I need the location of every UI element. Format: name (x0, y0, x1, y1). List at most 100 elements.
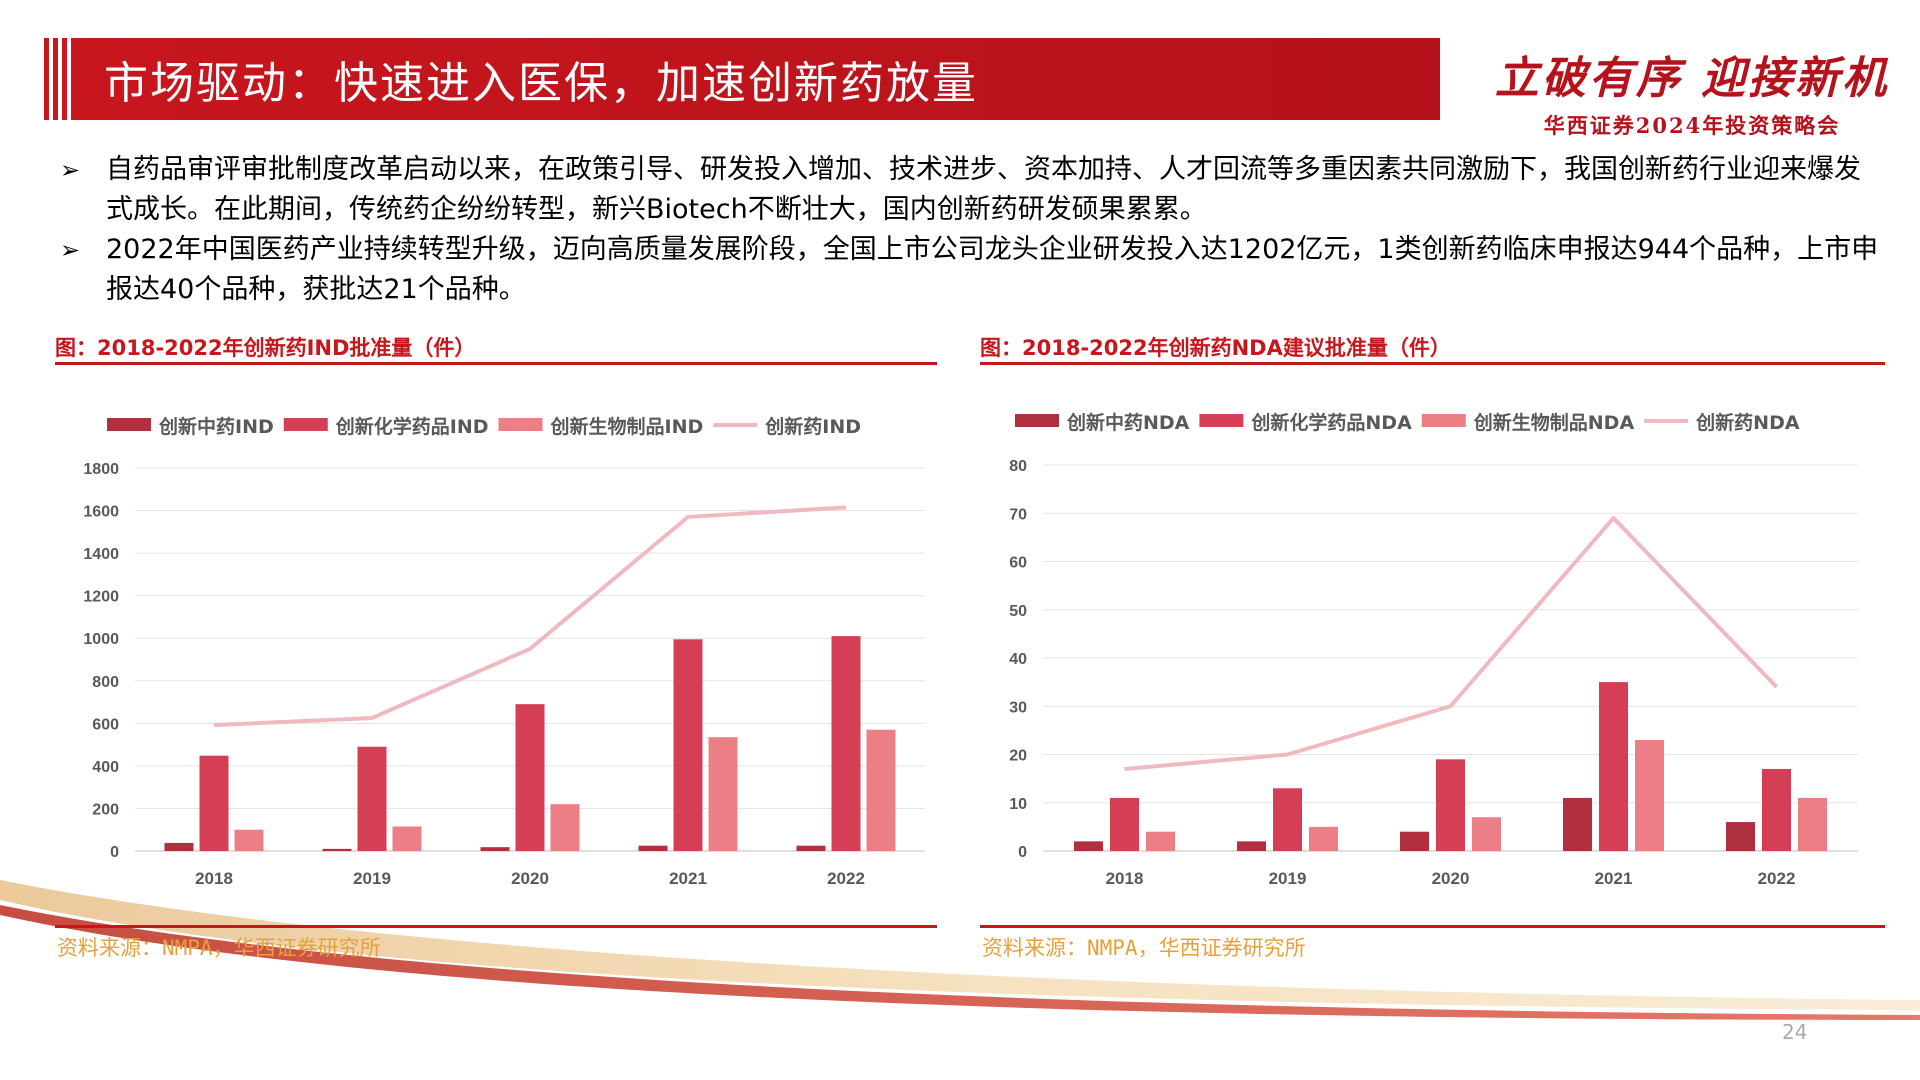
bar-创新中药IND-2022 (796, 845, 826, 851)
y-tick-label: 800 (92, 674, 119, 691)
bullet-marker: ➢ (60, 156, 81, 184)
bullet-text: 自药品审评审批制度改革启动以来，在政策引导、研发投入增加、技术进步、资本加持、人… (106, 154, 1861, 225)
title-stripes (44, 38, 74, 120)
x-tick-label: 2021 (1595, 869, 1633, 888)
legend-label: 创新药NDA (1695, 411, 1800, 434)
bar-创新中药IND-2019 (322, 848, 352, 851)
legend-label: 创新化学药品IND (335, 415, 489, 438)
line-创新药NDA (1124, 516, 1778, 771)
title-band: 市场驱动：快速进入医保，加速创新药放量 (74, 38, 1440, 120)
bar-创新中药IND-2020 (480, 847, 510, 851)
bar-创新生物制品IND-2020 (550, 804, 580, 851)
y-tick-label: 1800 (83, 461, 119, 478)
chart-ind-source: 资料来源：NMPA，华西证券研究所 (57, 936, 381, 960)
legend-label: 创新生物制品NDA (1473, 411, 1635, 434)
y-tick-label: 40 (1009, 651, 1027, 668)
bar-创新化学药品IND-2020 (515, 704, 545, 851)
y-tick-label: 60 (1009, 555, 1027, 572)
bar-创新化学药品IND-2021 (673, 639, 703, 851)
y-tick-label: 1400 (83, 546, 119, 563)
bar-创新化学药品NDA-2022 (1762, 768, 1791, 851)
brand-subtitle: 华西证券2024年投资策略会 (1543, 113, 1841, 138)
x-tick-label: 2019 (1269, 869, 1307, 888)
bar-创新中药IND-2018 (164, 842, 194, 851)
y-tick-label: 600 (92, 716, 119, 733)
legend-label: 创新中药NDA (1066, 411, 1190, 434)
bar-创新中药NDA-2022 (1726, 822, 1755, 851)
bar-创新化学药品NDA-2020 (1436, 759, 1465, 851)
x-tick-label: 2022 (1758, 869, 1796, 888)
bar-创新中药IND-2021 (638, 845, 668, 851)
y-tick-label: 70 (1009, 506, 1027, 523)
bar-创新生物制品IND-2019 (392, 826, 422, 851)
bullet-marker: ➢ (60, 236, 81, 264)
bar-创新生物制品NDA-2021 (1635, 740, 1664, 851)
legend-label: 创新生物制品IND (550, 415, 704, 438)
bar-创新化学药品IND-2022 (831, 636, 861, 851)
legend-label: 创新中药IND (158, 415, 274, 438)
bullet-item: ➢ 自药品审评审批制度改革启动以来，在政策引导、研发投入增加、技术进步、资本加持… (60, 150, 1880, 230)
decorative-swoosh (0, 880, 1920, 1080)
bar-创新生物制品IND-2022 (866, 729, 896, 851)
chart-ind-source-rule (55, 925, 937, 928)
bar-创新生物制品NDA-2022 (1798, 797, 1827, 851)
bar-创新生物制品NDA-2020 (1472, 817, 1501, 851)
bar-创新化学药品IND-2019 (357, 746, 387, 851)
legend-swatch (107, 418, 151, 431)
page-number: 24 (1782, 1020, 1808, 1044)
bar-创新生物制品IND-2021 (708, 737, 738, 851)
bar-创新化学药品IND-2018 (199, 755, 229, 851)
chart-ind-heading: 图：2018-2022年创新药IND批准量（件） (55, 332, 937, 365)
legend-swatch (283, 418, 328, 431)
y-tick-label: 200 (92, 801, 119, 818)
x-tick-label: 2019 (353, 869, 391, 888)
x-tick-label: 2018 (195, 869, 233, 888)
bar-创新化学药品NDA-2018 (1110, 797, 1139, 851)
bullet-text: 2022年中国医药产业持续转型升级，迈向高质量发展阶段，全国上市公司龙头企业研发… (106, 234, 1879, 305)
legend-label: 创新药IND (764, 415, 861, 438)
chart-nda-heading: 图：2018-2022年创新药NDA建议批准量（件） (980, 332, 1885, 365)
chart-nda-source-rule (980, 925, 1885, 928)
chart-ind: 0 200 400 600 800 1000 1200 1400 1600 1800 2018 201… (83, 415, 925, 888)
bar-创新中药NDA-2018 (1074, 841, 1103, 851)
legend-swatch (498, 418, 543, 431)
x-tick-label: 2022 (827, 869, 865, 888)
x-tick-label: 2020 (511, 869, 549, 888)
x-tick-label: 2021 (669, 869, 707, 888)
y-tick-label: 1000 (83, 631, 119, 648)
y-tick-label: 0 (110, 844, 119, 861)
page-title: 市场驱动：快速进入医保，加速创新药放量 (104, 58, 978, 109)
y-tick-label: 10 (1009, 796, 1027, 813)
chart-nda: 0 10 20 30 40 50 60 70 80 2018 2019 2020 2021 2022 创新中… (1009, 411, 1858, 888)
legend-label: 创新化学药品NDA (1250, 411, 1412, 434)
bar-创新中药NDA-2020 (1400, 831, 1429, 851)
x-tick-label: 2018 (1106, 869, 1144, 888)
legend-swatch (1199, 414, 1244, 427)
y-tick-label: 1600 (83, 504, 119, 521)
bar-创新化学药品NDA-2021 (1599, 682, 1628, 851)
y-tick-label: 1200 (83, 589, 119, 606)
legend-swatch (1015, 414, 1059, 427)
y-tick-label: 20 (1009, 748, 1027, 765)
y-tick-label: 0 (1018, 844, 1027, 861)
y-tick-label: 30 (1009, 699, 1027, 716)
chart-nda-source: 资料来源：NMPA，华西证券研究所 (982, 936, 1306, 960)
bar-创新生物制品NDA-2018 (1146, 831, 1175, 851)
x-tick-label: 2020 (1432, 869, 1470, 888)
y-tick-label: 400 (92, 759, 119, 776)
y-tick-label: 50 (1009, 603, 1027, 620)
chart-nda-title: 图：2018-2022年创新药NDA建议批准量（件） (980, 336, 1451, 360)
bullet-item: ➢ 2022年中国医药产业持续转型升级，迈向高质量发展阶段，全国上市公司龙头企业… (60, 230, 1880, 310)
line-创新药IND (213, 505, 847, 728)
chart-ind-title: 图：2018-2022年创新药IND批准量（件） (55, 336, 476, 360)
brand-block: 立破有序 迎接新机 华西证券2024年投资策略会 (1492, 42, 1892, 140)
bar-创新中药NDA-2019 (1237, 841, 1266, 851)
bar-创新中药NDA-2021 (1563, 797, 1592, 851)
bar-创新化学药品NDA-2019 (1273, 788, 1302, 851)
bar-创新生物制品NDA-2019 (1309, 826, 1338, 851)
y-tick-label: 80 (1009, 458, 1027, 475)
legend-swatch (1421, 414, 1466, 427)
title-bar: 市场驱动：快速进入医保，加速创新药放量 (44, 38, 1440, 120)
bar-创新生物制品IND-2018 (234, 829, 264, 851)
brand-slogan: 立破有序 迎接新机 (1494, 53, 1890, 104)
